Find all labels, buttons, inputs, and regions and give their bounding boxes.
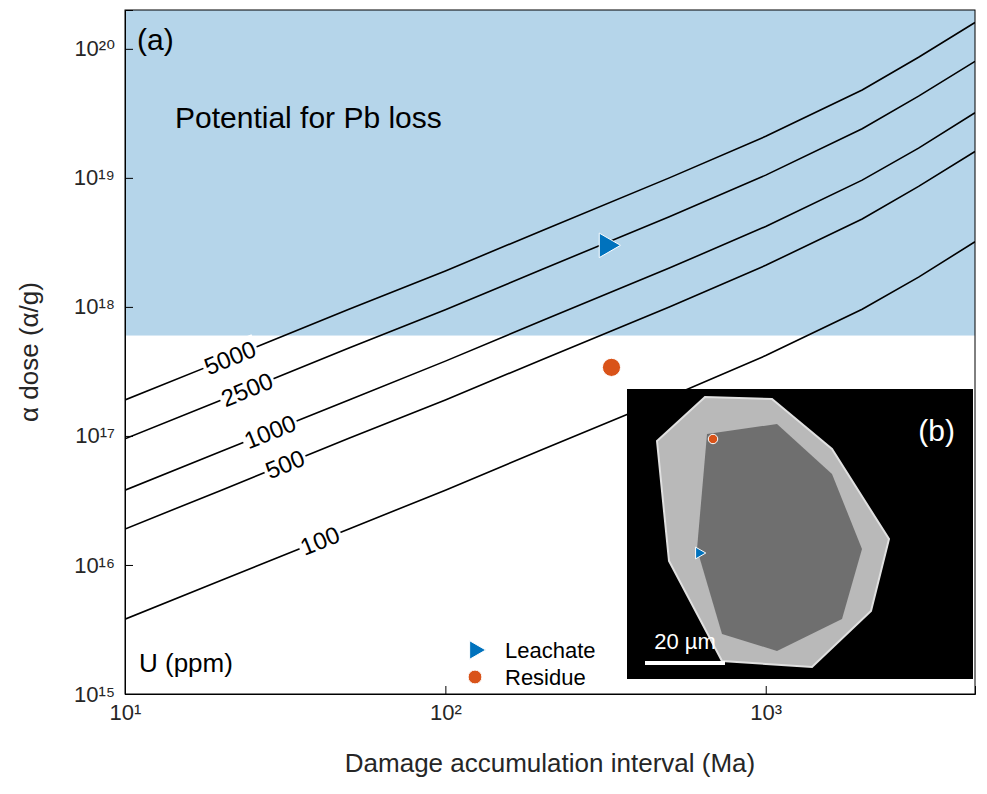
u-line: [125, 61, 975, 438]
data-point: [602, 358, 620, 376]
panel-label: (a): [137, 23, 174, 56]
tick-label: 10¹⁸: [74, 294, 115, 319]
legend-entry: Leachate: [470, 638, 596, 663]
tick: 10¹⁷: [75, 423, 133, 448]
line-label-group: 2500: [215, 366, 278, 413]
inset-label: (b): [918, 414, 955, 447]
tick-label: 10²⁰: [74, 36, 115, 61]
legend-marker: [468, 670, 482, 684]
line-label: 500: [261, 444, 308, 484]
axis-line: [126, 11, 134, 695]
tick-mark: [766, 686, 767, 694]
tick: 10¹⁸: [74, 294, 133, 319]
tick-mark: [445, 686, 446, 694]
tick: 10¹⁵: [74, 682, 133, 707]
grain: [657, 397, 889, 667]
line-label-group: 100: [294, 520, 345, 562]
line-label-group: 500: [259, 443, 310, 485]
scale-bar-label: 20 µm: [654, 629, 716, 654]
u-line: [125, 23, 975, 400]
tick-label: 10¹⁶: [74, 553, 115, 578]
tick-label: 10¹⁵: [74, 682, 115, 707]
label-patch: [294, 520, 345, 562]
tick-label: 10¹⁹: [74, 165, 115, 190]
tick: 10³: [750, 686, 782, 725]
grain-interior: [697, 424, 862, 651]
line-label: 2500: [217, 367, 277, 412]
inset: (b) 20 µm: [627, 389, 973, 679]
y-axis-title: α dose (α/g): [14, 282, 44, 422]
tick-label: 10³: [750, 700, 782, 725]
y-axis: 10¹⁵ 10¹⁶ 10¹⁷ 10¹⁸ 10¹⁹ 10²⁰: [74, 11, 133, 707]
data-point: [599, 233, 620, 258]
shaded-region: [125, 10, 975, 336]
line-label: 100: [296, 521, 343, 561]
inset-spot: [696, 547, 706, 559]
legend-label: Residue: [505, 665, 586, 690]
tick-mark: [125, 307, 133, 308]
tick-label: 10²: [430, 700, 462, 725]
plot-frame: [125, 10, 975, 694]
legend-marker: [470, 641, 486, 660]
tick: 10²: [430, 686, 462, 725]
x-axis-title: Damage accumulation interval (Ma): [345, 748, 755, 778]
tick-mark: [125, 49, 133, 50]
label-patch: [215, 366, 278, 413]
tick-mark: [125, 694, 133, 695]
legend-label: Leachate: [505, 638, 596, 663]
line-label-title: U (ppm): [139, 648, 233, 678]
tick: 10¹⁹: [74, 165, 133, 190]
chart: (b)20 µm10¹10²10³10¹⁵10¹⁶10¹⁷10¹⁸10¹⁹10²…: [0, 0, 987, 794]
tick: 10²⁰: [74, 36, 133, 61]
tick: 10¹⁶: [74, 553, 133, 578]
region-label: Potential for Pb loss: [175, 101, 442, 134]
tick-mark: [125, 565, 133, 566]
tick-label: 10¹⁷: [75, 423, 115, 448]
x-axis: 10¹10²10³: [110, 686, 976, 725]
label-patch: [259, 443, 310, 485]
legend-entry: Residue: [468, 665, 586, 690]
tick-mark: [125, 436, 133, 437]
tick-mark: [125, 178, 133, 179]
scale-bar: [645, 661, 725, 665]
inset-spot: [708, 434, 717, 443]
inset-background: [627, 389, 973, 679]
